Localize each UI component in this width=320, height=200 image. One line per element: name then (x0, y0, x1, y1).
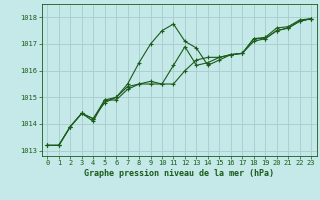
X-axis label: Graphe pression niveau de la mer (hPa): Graphe pression niveau de la mer (hPa) (84, 169, 274, 178)
